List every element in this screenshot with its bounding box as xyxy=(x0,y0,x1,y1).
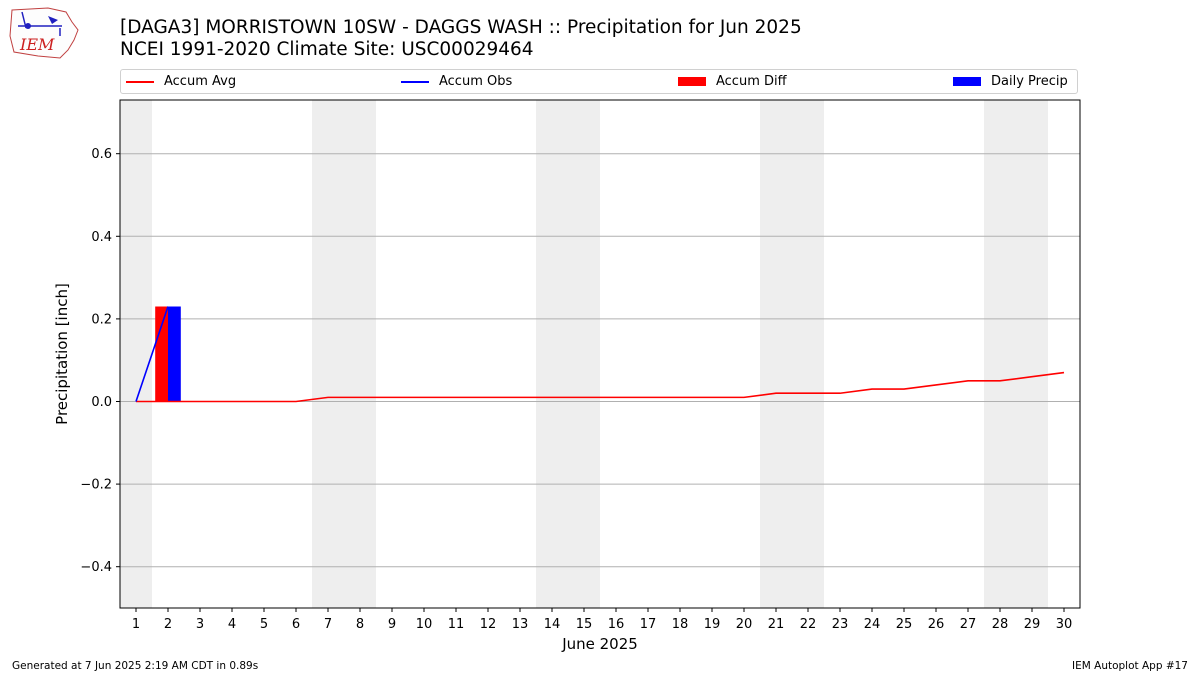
weekend-shade-day-1 xyxy=(120,100,152,608)
iem-logo: IEM xyxy=(9,7,79,59)
weekend-shade-day-22 xyxy=(792,100,824,608)
x-tick-label: 9 xyxy=(388,617,396,632)
chart-title-line2: NCEI 1991-2020 Climate Site: USC00029464 xyxy=(120,39,534,60)
x-tick-label: 17 xyxy=(640,617,657,632)
plot-frame xyxy=(119,99,1081,609)
x-tick-label: 26 xyxy=(928,617,945,632)
y-axis-label: Precipitation [inch] xyxy=(53,283,71,425)
line-accum-obs xyxy=(135,306,169,402)
chart-legend: Accum Avg Accum Obs Accum Diff Daily Pre… xyxy=(120,69,1078,94)
weekend-shade-day-21 xyxy=(760,100,792,608)
weekend-shade-day-14 xyxy=(536,100,568,608)
y-tick-label: −0.4 xyxy=(80,560,112,575)
x-tick-label: 28 xyxy=(992,617,1009,632)
x-tick-label: 13 xyxy=(512,617,529,632)
legend-swatch-accum-avg xyxy=(126,80,154,83)
legend-swatch-daily-precip xyxy=(953,77,981,86)
x-tick-label: 19 xyxy=(704,617,721,632)
footer-app: IEM Autoplot App #17 xyxy=(1072,660,1188,672)
y-tick-label: 0.2 xyxy=(91,312,112,327)
x-tick-label: 23 xyxy=(832,617,849,632)
legend-label-accum-diff: Accum Diff xyxy=(716,74,787,89)
x-tick-label: 7 xyxy=(324,617,332,632)
x-tick-label: 18 xyxy=(672,617,689,632)
weekend-shade-day-29 xyxy=(1016,100,1048,608)
x-tick-label: 27 xyxy=(960,617,977,632)
y-tick-label: 0.0 xyxy=(91,395,112,410)
x-tick-label: 29 xyxy=(1024,617,1041,632)
x-tick-label: 11 xyxy=(448,617,465,632)
x-tick-label: 2 xyxy=(164,617,172,632)
x-tick-label: 22 xyxy=(800,617,817,632)
x-tick-label: 25 xyxy=(896,617,913,632)
x-tick-label: 16 xyxy=(608,617,625,632)
x-tick-label: 5 xyxy=(260,617,268,632)
legend-item-daily-precip: Daily Precip xyxy=(953,70,1068,93)
legend-label-daily-precip: Daily Precip xyxy=(991,74,1068,89)
x-tick-label: 24 xyxy=(864,617,881,632)
y-tick-label: 0.6 xyxy=(91,147,112,162)
legend-label-accum-avg: Accum Avg xyxy=(164,74,237,89)
x-tick-label: 12 xyxy=(480,617,497,632)
x-tick-label: 1 xyxy=(132,617,140,632)
x-tick-label: 20 xyxy=(736,617,753,632)
bar-daily-precip xyxy=(168,306,181,402)
x-tick-label: 6 xyxy=(292,617,300,632)
legend-item-accum-avg: Accum Avg xyxy=(126,70,236,93)
y-tick-label: 0.4 xyxy=(91,230,112,245)
x-tick-label: 10 xyxy=(416,617,433,632)
weekend-shade-day-28 xyxy=(984,100,1016,608)
legend-swatch-accum-diff xyxy=(678,77,706,86)
chart-title: [DAGA3] MORRISTOWN 10SW - DAGGS WASH :: … xyxy=(120,17,802,61)
weekend-shade-day-8 xyxy=(344,100,376,608)
line-accum-avg xyxy=(136,371,1065,403)
bar-accum-diff xyxy=(155,306,168,402)
x-tick-label: 8 xyxy=(356,617,364,632)
logo-text: IEM xyxy=(19,35,55,54)
x-tick-label: 14 xyxy=(544,617,561,632)
weekend-shade-day-7 xyxy=(312,100,344,608)
legend-item-accum-obs: Accum Obs xyxy=(401,70,512,93)
x-tick-label: 15 xyxy=(576,617,593,632)
footer-generated: Generated at 7 Jun 2025 2:19 AM CDT in 0… xyxy=(12,660,259,672)
x-tick-label: 21 xyxy=(768,617,785,632)
chart-title-line1: [DAGA3] MORRISTOWN 10SW - DAGGS WASH :: … xyxy=(120,17,802,38)
legend-label-accum-obs: Accum Obs xyxy=(439,74,513,89)
weekend-shade-day-15 xyxy=(568,100,600,608)
x-tick-label: 3 xyxy=(196,617,204,632)
x-tick-label: 30 xyxy=(1056,617,1073,632)
x-tick-label: 4 xyxy=(228,617,236,632)
y-tick-label: −0.2 xyxy=(80,478,112,493)
legend-swatch-accum-obs xyxy=(401,80,429,83)
legend-item-accum-diff: Accum Diff xyxy=(678,70,787,93)
x-axis-label: June 2025 xyxy=(561,635,638,653)
